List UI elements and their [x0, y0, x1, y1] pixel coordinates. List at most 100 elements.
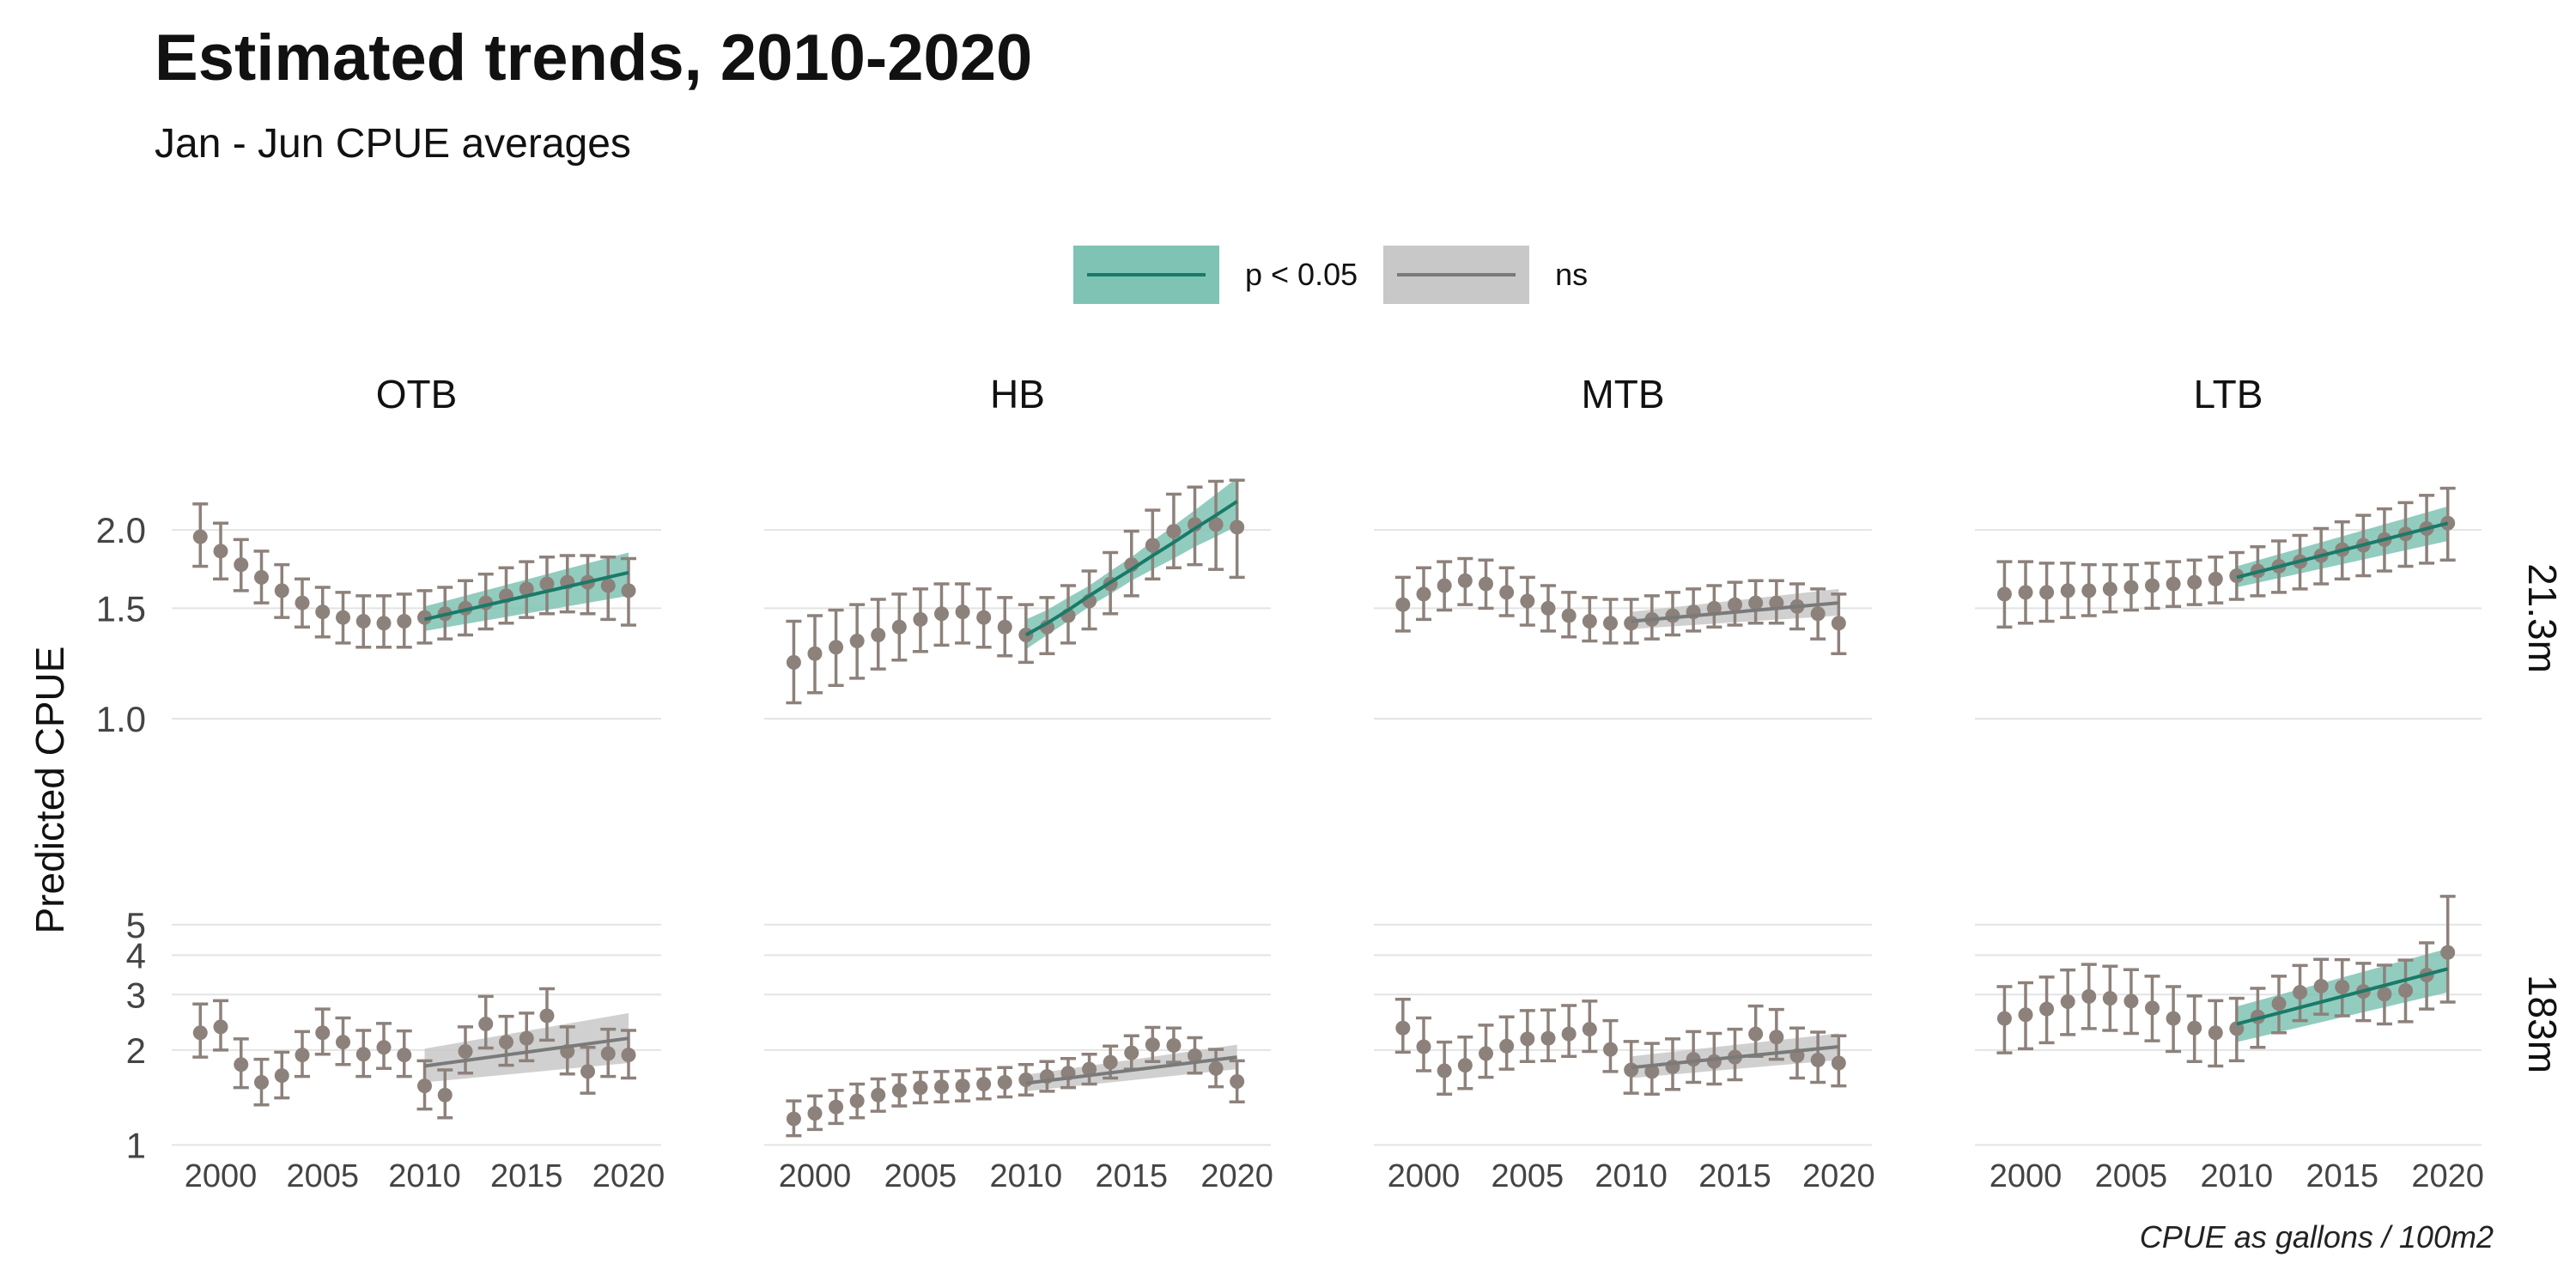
data-point [539, 576, 555, 592]
data-point [2060, 993, 2075, 1009]
panel-otb-21-3m [192, 502, 636, 649]
data-point [355, 1047, 371, 1062]
data-point [234, 557, 249, 573]
data-point [397, 614, 412, 629]
data-point [2271, 996, 2287, 1012]
y-tick-label: 1.0 [96, 699, 146, 739]
data-point [891, 1083, 907, 1098]
x-tick-label: 2005 [1492, 1158, 1564, 1194]
column-strip-label: MTB [1581, 372, 1664, 416]
data-point [997, 1075, 1012, 1091]
data-point [997, 619, 1012, 635]
data-point [2060, 583, 2075, 598]
panel-otb-183m [192, 987, 636, 1120]
data-point [1644, 1064, 1660, 1079]
x-tick-label: 2000 [185, 1158, 258, 1194]
data-point [1561, 1026, 1577, 1042]
y-tick-label: 2 [126, 1030, 146, 1071]
data-point [2039, 1001, 2055, 1017]
x-tick-label: 2015 [2306, 1158, 2379, 1194]
panel-hb-21-3m [786, 477, 1245, 705]
data-point [397, 1048, 412, 1063]
data-point [1540, 1030, 1556, 1046]
data-point [1831, 1055, 1846, 1071]
data-point [478, 1017, 494, 1032]
x-tick-label: 2010 [1595, 1158, 1668, 1194]
data-point [2081, 988, 2097, 1004]
data-point [2187, 574, 2202, 590]
trend-line [2236, 967, 2449, 1026]
data-point [2187, 1020, 2202, 1036]
y-tick-label: 1.5 [96, 588, 146, 629]
data-point [2293, 985, 2308, 1000]
data-point [213, 544, 228, 559]
data-point [2229, 1021, 2245, 1036]
data-point [519, 581, 534, 597]
x-tick-label: 2010 [990, 1158, 1063, 1194]
data-point [1769, 1030, 1784, 1045]
data-point [1395, 1020, 1411, 1036]
data-point [2145, 1000, 2160, 1016]
column-strip-label: LTB [2194, 372, 2263, 416]
data-point [1145, 538, 1160, 553]
data-point [499, 1035, 513, 1050]
data-point [913, 611, 928, 627]
y-tick-label: 1 [126, 1125, 146, 1165]
x-tick-label: 2000 [1388, 1158, 1461, 1194]
data-point [2102, 991, 2117, 1006]
data-point [1166, 524, 1182, 539]
data-point [1188, 1048, 1202, 1063]
data-point [1831, 616, 1846, 631]
data-point [913, 1080, 928, 1096]
data-point [1208, 517, 1224, 532]
row-strip-label: 183m [2520, 975, 2565, 1073]
data-point [437, 1087, 453, 1103]
data-point [1499, 1038, 1515, 1054]
x-tick-label: 2015 [1095, 1158, 1168, 1194]
data-point [1748, 595, 1764, 611]
data-point [2018, 1007, 2033, 1023]
chart-caption: CPUE as gallons / 100m2 [2139, 1219, 2494, 1255]
data-point [955, 605, 970, 620]
data-point [539, 1008, 555, 1024]
data-point [1810, 606, 1826, 622]
data-point [1624, 1062, 1639, 1078]
data-point [417, 1078, 432, 1094]
data-point [336, 1035, 350, 1050]
data-point [295, 1048, 310, 1063]
data-point [600, 1046, 616, 1061]
x-tick-label: 2010 [2201, 1158, 2274, 1194]
data-point [192, 529, 208, 544]
data-point [355, 614, 371, 629]
data-point [458, 1044, 473, 1060]
data-point [1561, 608, 1577, 623]
data-point [621, 1048, 636, 1063]
data-point [2123, 993, 2139, 1009]
x-tick-label: 2005 [286, 1158, 359, 1194]
data-point [315, 1025, 331, 1041]
data-point [871, 627, 886, 642]
data-point [1166, 1037, 1182, 1053]
data-point [807, 646, 823, 661]
y-tick-label: 5 [126, 905, 146, 945]
y-axis-title: Predicted CPUE [27, 647, 72, 934]
data-point [234, 1057, 249, 1072]
data-point [1208, 1060, 1224, 1076]
trend-line [424, 1036, 629, 1068]
data-point [1437, 1063, 1452, 1078]
x-tick-label: 2020 [2411, 1158, 2484, 1194]
data-point [254, 569, 269, 585]
data-point [807, 1106, 823, 1121]
column-strip-label: HB [990, 372, 1045, 416]
data-point [1603, 616, 1618, 631]
data-point [1437, 578, 1452, 593]
panel-ltb-183m [1996, 895, 2456, 1068]
data-point [295, 595, 310, 611]
data-point [376, 1040, 392, 1055]
trend-line [1025, 1055, 1237, 1085]
data-point [2145, 578, 2160, 593]
data-point [829, 1099, 844, 1115]
data-point [2123, 580, 2139, 595]
data-point [1018, 1072, 1034, 1088]
